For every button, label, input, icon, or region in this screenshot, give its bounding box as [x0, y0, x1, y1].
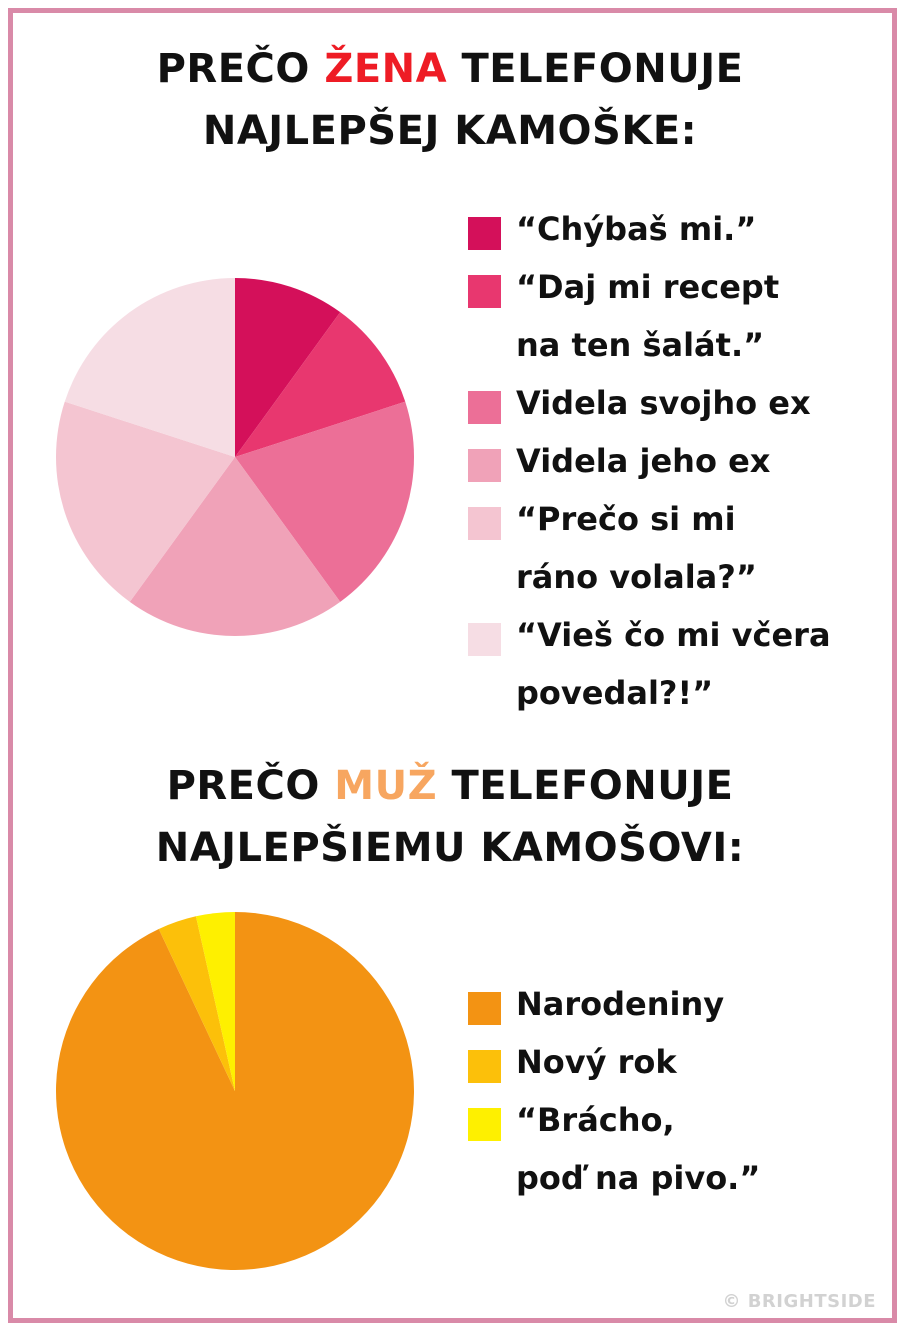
- chart-1-legend-item: “Vieš čo mi včera povedal?!”: [468, 606, 888, 722]
- legend-label: “Vieš čo mi včera povedal?!”: [516, 616, 831, 712]
- legend-label: Narodeniny: [516, 985, 725, 1023]
- chart-1-slice-1: [235, 278, 341, 457]
- chart-1-slice-4: [129, 457, 341, 636]
- chart-1-slice-5: [55, 401, 235, 602]
- chart-2-legend-item: Narodeniny: [468, 975, 888, 1033]
- chart-2-slice-3: [195, 912, 235, 1091]
- chart-1-slice-2: [235, 312, 406, 457]
- chart-1-title: PREČO ŽENA TELEFONUJE NAJLEPŠEJ KAMOŠKE:: [0, 38, 900, 162]
- chart-1-title-line-2: NAJLEPŠEJ KAMOŠKE:: [202, 108, 698, 154]
- brightside-credit: © BRIGHTSIDE: [722, 1291, 876, 1312]
- legend-swatch: [468, 1050, 501, 1083]
- legend-label: “Chýbaš mi.”: [516, 210, 757, 248]
- chart-2-title-suffix: TELEFONUJE: [437, 763, 734, 809]
- chart-1-slice-3: [235, 401, 414, 602]
- legend-label: Videla jeho ex: [516, 442, 771, 480]
- legend-label: “Daj mi recept na ten šalát.”: [516, 268, 780, 364]
- chart-1-title-highlight: ŽENA: [324, 46, 448, 92]
- chart-1-legend-item: “Daj mi recept na ten šalát.”: [468, 258, 888, 374]
- legend-label: Nový rok: [516, 1043, 677, 1081]
- legend-label: Videla svojho ex: [516, 384, 811, 422]
- chart-1-title-suffix: TELEFONUJE: [447, 46, 744, 92]
- chart-2-legend-item: “Brácho, poď na pivo.”: [468, 1091, 888, 1207]
- chart-2-title: PREČO MUŽ TELEFONUJE NAJLEPŠIEMU KAMOŠOV…: [0, 755, 900, 879]
- legend-swatch: [468, 507, 501, 540]
- legend-swatch: [468, 449, 501, 482]
- legend-swatch: [468, 992, 501, 1025]
- chart-1-pie: [55, 278, 414, 636]
- chart-2-title-line-1: PREČO MUŽ TELEFONUJE: [0, 755, 900, 817]
- chart-1-legend-item: Videla jeho ex: [468, 432, 888, 490]
- chart-2-title-line-2: NAJLEPŠIEMU KAMOŠOVI:: [155, 825, 745, 871]
- legend-swatch: [468, 275, 501, 308]
- chart-2-title-prefix: PREČO: [166, 763, 335, 809]
- chart-2-slice-2: [158, 916, 235, 1091]
- legend-swatch: [468, 623, 501, 656]
- chart-1-title-line-1: PREČO ŽENA TELEFONUJE: [0, 38, 900, 100]
- chart-2-legend-item: Nový rok: [468, 1033, 888, 1091]
- chart-1-legend-item: “Prečo si mi ráno volala?”: [468, 490, 888, 606]
- chart-2-pie: [55, 912, 415, 1270]
- chart-1-legend: “Chýbaš mi.” “Daj mi recept na ten šalát.…: [468, 200, 888, 722]
- legend-label: “Prečo si mi ráno volala?”: [516, 500, 757, 596]
- chart-1-legend-item: Videla svojho ex: [468, 374, 888, 432]
- chart-1-legend-item: “Chýbaš mi.”: [468, 200, 888, 258]
- chart-1-title-prefix: PREČO: [156, 46, 325, 92]
- legend-swatch: [468, 1108, 501, 1141]
- legend-swatch: [468, 217, 501, 250]
- legend-swatch: [468, 391, 501, 424]
- chart-2-legend: Narodeniny Nový rok “Brácho, poď na pivo.”: [468, 975, 888, 1207]
- chart-2-title-highlight: MUŽ: [334, 763, 438, 809]
- legend-label: “Brácho, poď na pivo.”: [516, 1101, 761, 1197]
- chart-1-slice-6: [64, 278, 235, 457]
